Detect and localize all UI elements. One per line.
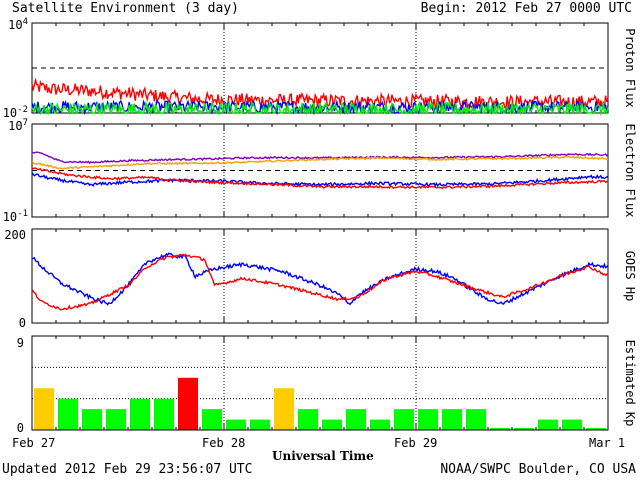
proton-flux-panel-series-green-line: [31, 100, 609, 116]
kp-y-tick-label: 0: [17, 421, 24, 435]
kp-bar: [226, 419, 246, 430]
electron-flux-panel-series-orange-line: [31, 155, 608, 170]
kp-bar: [538, 419, 558, 430]
kp-bar: [202, 409, 222, 430]
kp-bar: [298, 409, 318, 430]
kp-bar: [106, 409, 126, 430]
kp-bar: [274, 388, 294, 430]
goes-hp-panel-series-red-line: [31, 253, 609, 311]
proton-y-tick-label: 10-2: [3, 105, 28, 120]
kp-bar: [586, 428, 606, 430]
kp-bar: [154, 398, 174, 430]
electron-flux-panel-series-purple-line: [31, 151, 609, 165]
kp-bar: [346, 409, 366, 430]
kp-bar: [34, 388, 54, 430]
kp-bar: [466, 409, 486, 430]
kp-bar: [442, 409, 462, 430]
kp-bar: [250, 419, 270, 430]
x-axis-label: Universal Time: [272, 449, 374, 463]
kp-bar: [178, 377, 198, 430]
x-tick-label: Feb 27: [12, 436, 56, 450]
proton-flux-panel-series-red-line: [31, 77, 609, 111]
kp-bar: [130, 398, 150, 430]
proton-flux-label: Proton Flux: [623, 28, 637, 107]
electron-y-tick-label: 10-1: [3, 209, 28, 224]
electron-flux-panel-series-blue-line: [31, 172, 609, 188]
electron-y-tick-label: 107: [8, 118, 28, 133]
proton-y-tick-label: 104: [8, 17, 28, 32]
begin-time: Begin: 2012 Feb 27 0000 UTC: [420, 1, 632, 16]
kp-bar: [514, 428, 534, 430]
page-title: Satellite Environment (3 day): [12, 1, 239, 16]
goes-hp-y-tick-label: 0: [19, 316, 26, 330]
kp-bar: [58, 398, 78, 430]
updated-timestamp: Updated 2012 Feb 29 23:56:07 UTC: [2, 462, 253, 477]
kp-bar: [394, 409, 414, 430]
kp-bar: [370, 419, 390, 430]
goes-hp-panel-series-blue-line: [31, 252, 609, 306]
kp-bar: [490, 428, 510, 430]
electron-flux-label: Electron Flux: [623, 124, 637, 218]
estimated-kp-label: Estimated Kp: [623, 340, 637, 427]
goes-hp-panel-frame: [31, 228, 609, 324]
x-tick-label: Mar 1: [589, 436, 626, 450]
electron-flux-panel-series-red-line: [31, 167, 609, 190]
kp-bar: [418, 409, 438, 430]
credit-text: NOAA/SWPC Boulder, CO USA: [440, 462, 636, 477]
kp-bar: [322, 419, 342, 430]
goes-hp-y-tick-label: 200: [4, 228, 26, 242]
x-tick-label: Feb 29: [394, 436, 438, 450]
x-tick-label: Feb 28: [202, 436, 246, 450]
kp-bar: [562, 419, 582, 430]
kp-bar: [82, 409, 102, 430]
kp-y-tick-label: 9: [17, 336, 24, 350]
goes-hp-label: GOES Hp: [623, 251, 637, 302]
